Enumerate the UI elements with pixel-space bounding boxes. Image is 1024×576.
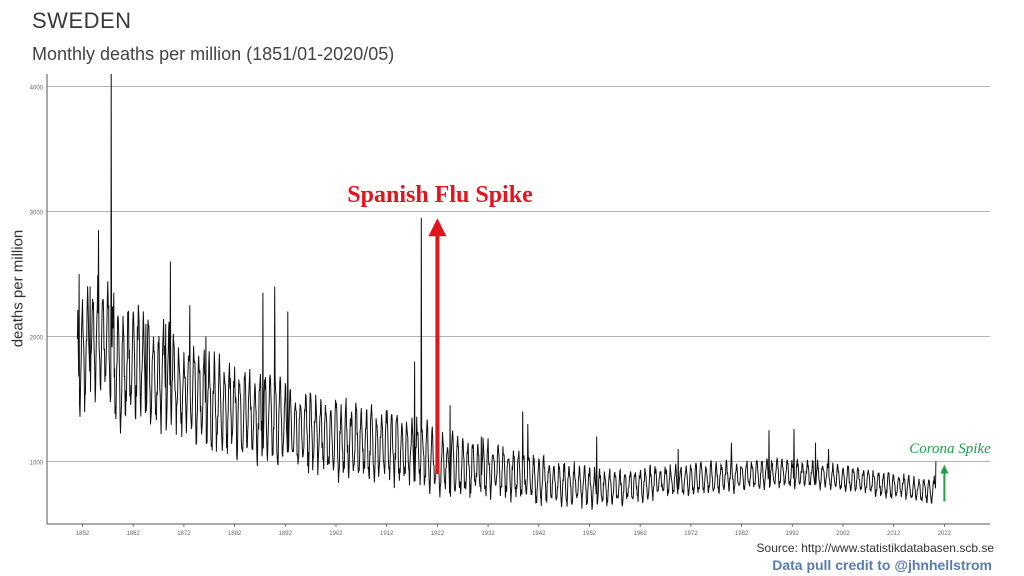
series-line xyxy=(76,73,937,510)
x-tick-label: 1872 xyxy=(177,531,191,537)
x-tick-label: 1942 xyxy=(532,531,546,537)
axes xyxy=(46,74,990,525)
y-tick-label: 2000 xyxy=(30,336,44,342)
chart-title: SWEDEN xyxy=(32,8,132,33)
x-tick-label: 2012 xyxy=(887,531,901,537)
x-tick-label: 1862 xyxy=(127,531,141,537)
series-deaths xyxy=(76,73,937,510)
chart-subtitle: Monthly deaths per million (1851/01-2020… xyxy=(32,44,395,64)
x-tick-label: 1882 xyxy=(228,531,242,537)
corona-spike-label: Corona Spike xyxy=(909,441,991,457)
x-tick-label: 1852 xyxy=(76,531,90,537)
x-tick-label: 1952 xyxy=(583,531,597,537)
x-tick-label: 2002 xyxy=(836,531,850,537)
spanish-flu-label: Spanish Flu Spike xyxy=(347,182,533,208)
y-ticks: 1000 2000 3000 4000 xyxy=(30,86,44,467)
x-tick-label: 1892 xyxy=(279,531,293,537)
grid-lines xyxy=(47,86,990,462)
x-tick-label: 1992 xyxy=(786,531,800,537)
x-tick-label: 1972 xyxy=(684,531,698,537)
x-tick-label: 1922 xyxy=(431,531,445,537)
y-tick-label: 4000 xyxy=(30,86,44,92)
x-tick-label: 1902 xyxy=(329,531,343,537)
annotations: Spanish Flu Spike Corona Spike xyxy=(347,182,991,502)
x-tick-label: 2022 xyxy=(938,531,952,537)
y-tick-label: 3000 xyxy=(30,211,44,217)
y-tick-label: 1000 xyxy=(30,461,44,467)
x-tick-label: 1912 xyxy=(380,531,394,537)
x-ticks: 1852 1862 1872 1882 1892 1902 1912 1922 1932 1942… xyxy=(76,524,952,537)
source-note: Source: http://www.statistikdatabasen.sc… xyxy=(756,541,994,555)
corona-arrow-head xyxy=(940,464,949,474)
x-tick-label: 1962 xyxy=(633,531,647,537)
data-credit: Data pull credit to @jhnhellstrom xyxy=(772,557,992,573)
spanish-flu-arrow-head xyxy=(428,218,447,237)
x-tick-label: 1932 xyxy=(481,531,495,537)
x-tick-label: 1982 xyxy=(735,531,749,537)
